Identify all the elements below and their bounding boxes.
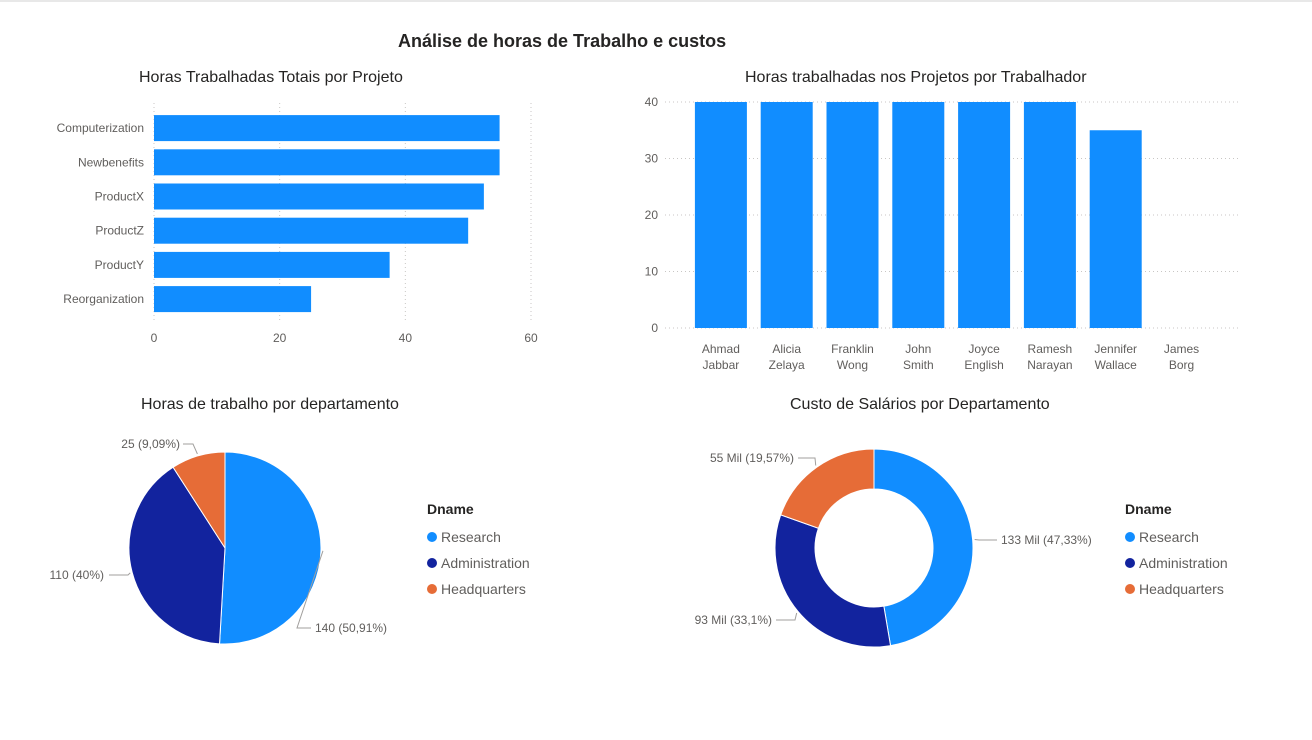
x-tick-label: Wong bbox=[837, 358, 868, 372]
bar[interactable] bbox=[154, 149, 500, 175]
bar[interactable] bbox=[154, 286, 311, 312]
bar[interactable] bbox=[761, 102, 813, 328]
pie-slice[interactable] bbox=[775, 515, 891, 647]
x-tick-label: Smith bbox=[903, 358, 934, 372]
x-tick-label: 60 bbox=[524, 331, 538, 345]
y-tick-label: Reorganization bbox=[63, 292, 144, 306]
x-tick-label: Wallace bbox=[1095, 358, 1138, 372]
y-tick-label: 10 bbox=[645, 265, 659, 279]
x-tick-label: Narayan bbox=[1027, 358, 1072, 372]
legend-label-headquarters: Headquarters bbox=[1139, 581, 1224, 597]
legend-label-headquarters: Headquarters bbox=[441, 581, 526, 597]
bar[interactable] bbox=[154, 184, 484, 210]
legend-item-administration[interactable]: Administration bbox=[427, 550, 530, 576]
y-tick-label: 30 bbox=[645, 152, 659, 166]
pie-slice[interactable] bbox=[874, 449, 973, 646]
x-tick-label: Jabbar bbox=[703, 358, 740, 372]
legend-label-administration: Administration bbox=[441, 555, 530, 571]
pie-slice[interactable] bbox=[220, 452, 321, 644]
y-tick-label: 20 bbox=[645, 208, 659, 222]
x-tick-label: Zelaya bbox=[769, 358, 805, 372]
legend-dot-administration bbox=[1125, 558, 1135, 568]
slice-data-label: 25 (9,09%) bbox=[121, 437, 180, 451]
bar[interactable] bbox=[892, 102, 944, 328]
slice-leader-line bbox=[798, 458, 816, 465]
x-tick-label: Franklin bbox=[831, 342, 874, 356]
slice-data-label: 140 (50,91%) bbox=[315, 621, 387, 635]
x-tick-label: Ahmad bbox=[702, 342, 740, 356]
legend-item-research[interactable]: Research bbox=[1125, 524, 1228, 550]
legend-item-research[interactable]: Research bbox=[427, 524, 530, 550]
slice-data-label: 133 Mil (47,33%) bbox=[1001, 533, 1092, 547]
legend-label-research: Research bbox=[441, 529, 501, 545]
legend-item-headquarters[interactable]: Headquarters bbox=[1125, 576, 1228, 602]
legend-dot-research bbox=[427, 532, 437, 542]
slice-leader-line bbox=[109, 573, 130, 575]
slice-leader-line bbox=[183, 444, 197, 454]
x-tick-label: 0 bbox=[151, 331, 158, 345]
pie-slice[interactable] bbox=[781, 449, 874, 528]
x-tick-label: James bbox=[1164, 342, 1199, 356]
x-tick-label: Alicia bbox=[772, 342, 801, 356]
legend-dot-headquarters bbox=[1125, 584, 1135, 594]
bar[interactable] bbox=[154, 115, 500, 141]
legend-dot-administration bbox=[427, 558, 437, 568]
legend-label-administration: Administration bbox=[1139, 555, 1228, 571]
bar[interactable] bbox=[154, 218, 468, 244]
legend-item-headquarters[interactable]: Headquarters bbox=[427, 576, 530, 602]
legend-hours-by-department: Dname Research Administration Headquarte… bbox=[427, 501, 530, 602]
legend-label-research: Research bbox=[1139, 529, 1199, 545]
bar[interactable] bbox=[827, 102, 879, 328]
slice-leader-line bbox=[776, 613, 797, 620]
x-tick-label: Joyce bbox=[968, 342, 1000, 356]
y-tick-label: Newbenefits bbox=[78, 155, 144, 169]
slice-data-label: 110 (40%) bbox=[50, 568, 104, 582]
y-tick-label: ProductX bbox=[95, 190, 144, 204]
x-tick-label: Jennifer bbox=[1094, 342, 1137, 356]
bar[interactable] bbox=[695, 102, 747, 328]
x-tick-label: 20 bbox=[273, 331, 287, 345]
x-tick-label: John bbox=[905, 342, 931, 356]
y-tick-label: 0 bbox=[651, 321, 658, 335]
y-tick-label: ProductZ bbox=[95, 224, 144, 238]
bar[interactable] bbox=[1024, 102, 1076, 328]
legend-item-administration[interactable]: Administration bbox=[1125, 550, 1228, 576]
slice-data-label: 93 Mil (33,1%) bbox=[695, 613, 772, 627]
y-tick-label: ProductY bbox=[95, 258, 144, 272]
y-tick-label: Computerization bbox=[57, 121, 144, 135]
y-tick-label: 40 bbox=[645, 95, 659, 109]
legend-dot-headquarters bbox=[427, 584, 437, 594]
legend-salary-by-department: Dname Research Administration Headquarte… bbox=[1125, 501, 1228, 602]
bar[interactable] bbox=[958, 102, 1010, 328]
legend-title: Dname bbox=[1125, 501, 1228, 517]
x-tick-label: Ramesh bbox=[1028, 342, 1073, 356]
slice-data-label: 55 Mil (19,57%) bbox=[710, 451, 794, 465]
x-tick-label: Borg bbox=[1169, 358, 1194, 372]
legend-dot-research bbox=[1125, 532, 1135, 542]
x-tick-label: English bbox=[964, 358, 1003, 372]
bar[interactable] bbox=[1090, 130, 1142, 328]
x-tick-label: 40 bbox=[399, 331, 413, 345]
bar[interactable] bbox=[154, 252, 390, 278]
legend-title: Dname bbox=[427, 501, 530, 517]
